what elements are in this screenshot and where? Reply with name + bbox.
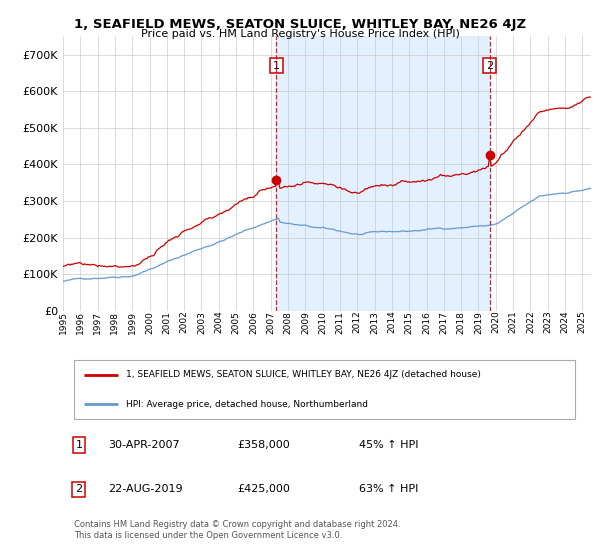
Text: 1: 1	[273, 60, 280, 71]
Text: HPI: Average price, detached house, Northumberland: HPI: Average price, detached house, Nort…	[127, 400, 368, 409]
Text: 1, SEAFIELD MEWS, SEATON SLUICE, WHITLEY BAY, NE26 4JZ (detached house): 1, SEAFIELD MEWS, SEATON SLUICE, WHITLEY…	[127, 371, 481, 380]
Text: 2007: 2007	[266, 311, 275, 334]
Text: 2020: 2020	[491, 311, 500, 333]
Text: 2018: 2018	[457, 311, 466, 334]
Text: £425,000: £425,000	[237, 484, 290, 494]
Text: 30-APR-2007: 30-APR-2007	[108, 440, 179, 450]
Text: 2006: 2006	[249, 311, 258, 334]
Text: 1995: 1995	[59, 311, 67, 334]
Text: 1998: 1998	[110, 311, 119, 334]
Text: 2014: 2014	[388, 311, 397, 333]
Text: 2008: 2008	[284, 311, 293, 334]
Text: 2021: 2021	[509, 311, 518, 333]
Text: 22-AUG-2019: 22-AUG-2019	[108, 484, 182, 494]
Text: 2001: 2001	[163, 311, 172, 334]
FancyBboxPatch shape	[74, 360, 575, 419]
Text: 1996: 1996	[76, 311, 85, 334]
Text: 2009: 2009	[301, 311, 310, 334]
Text: 63% ↑ HPI: 63% ↑ HPI	[359, 484, 418, 494]
Text: 2: 2	[75, 484, 82, 494]
Text: 2025: 2025	[578, 311, 587, 333]
Text: 1999: 1999	[128, 311, 137, 334]
Text: 2000: 2000	[145, 311, 154, 334]
Text: 45% ↑ HPI: 45% ↑ HPI	[359, 440, 418, 450]
Text: 2024: 2024	[560, 311, 569, 333]
Text: 2002: 2002	[179, 311, 188, 333]
Text: 2013: 2013	[370, 311, 379, 334]
Text: 2022: 2022	[526, 311, 535, 333]
Text: 2005: 2005	[232, 311, 241, 334]
Text: 1: 1	[76, 440, 82, 450]
Text: Price paid vs. HM Land Registry's House Price Index (HPI): Price paid vs. HM Land Registry's House …	[140, 29, 460, 39]
Bar	[277, 36, 490, 311]
Text: 2: 2	[486, 60, 493, 71]
Text: 1997: 1997	[93, 311, 102, 334]
Text: 2011: 2011	[335, 311, 344, 334]
Text: Contains HM Land Registry data © Crown copyright and database right 2024.
This d: Contains HM Land Registry data © Crown c…	[74, 520, 400, 540]
Text: 2016: 2016	[422, 311, 431, 334]
Text: 2017: 2017	[439, 311, 448, 334]
Text: 2012: 2012	[353, 311, 362, 333]
Text: 2004: 2004	[214, 311, 223, 333]
Text: 2003: 2003	[197, 311, 206, 334]
Text: £358,000: £358,000	[237, 440, 290, 450]
Text: 1, SEAFIELD MEWS, SEATON SLUICE, WHITLEY BAY, NE26 4JZ: 1, SEAFIELD MEWS, SEATON SLUICE, WHITLEY…	[74, 18, 526, 31]
Text: 2019: 2019	[474, 311, 483, 334]
Text: 2015: 2015	[405, 311, 414, 334]
Text: 2010: 2010	[318, 311, 327, 334]
Text: 2023: 2023	[543, 311, 552, 333]
